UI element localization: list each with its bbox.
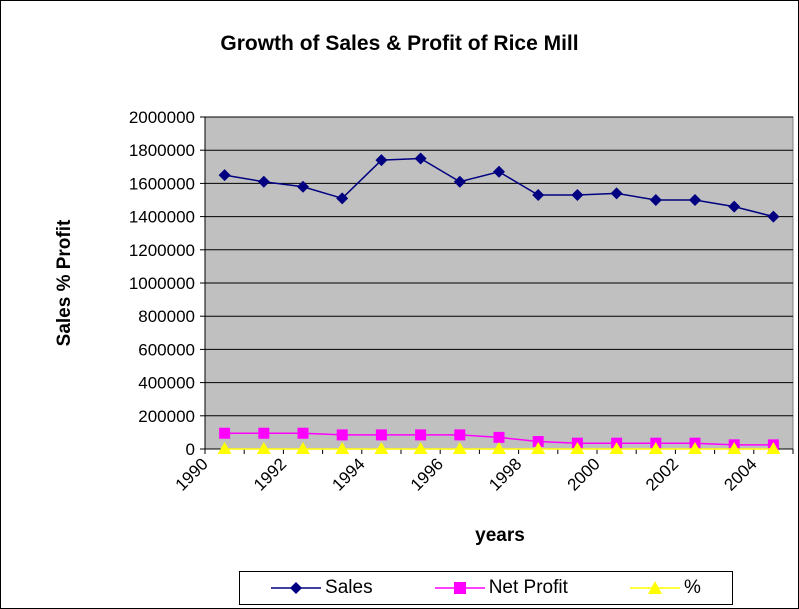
legend-label-percent: % xyxy=(684,577,701,598)
x-tick-label: 1998 xyxy=(485,454,525,494)
data-point xyxy=(766,441,781,454)
y-tick-label: 800000 xyxy=(138,307,195,326)
legend: Sales Net Profit % xyxy=(239,571,733,605)
data-point xyxy=(335,441,350,454)
legend-label-net-profit: Net Profit xyxy=(488,577,568,598)
data-point xyxy=(767,210,780,223)
data-point xyxy=(296,441,310,454)
legend-label-sales: Sales xyxy=(325,577,373,598)
x-tick-label: 1992 xyxy=(250,454,290,494)
series-2 xyxy=(217,441,781,454)
data-point xyxy=(413,441,428,454)
legend-item-percent: % xyxy=(630,577,701,599)
data-point xyxy=(648,441,663,454)
data-point xyxy=(257,175,270,188)
y-tick-label: 2000000 xyxy=(129,108,195,127)
data-point xyxy=(531,441,546,454)
y-axis-ticks: 0 200000 400000 600000 800000 1000000 1200000 1… xyxy=(129,108,205,459)
data-point xyxy=(727,441,742,454)
y-tick-label: 400000 xyxy=(138,374,195,393)
data-point xyxy=(570,441,585,454)
data-point xyxy=(217,441,232,454)
legend-swatch-percent xyxy=(630,581,680,594)
data-point xyxy=(336,429,348,441)
data-point xyxy=(532,189,545,202)
y-tick-label: 1000000 xyxy=(129,274,195,293)
x-axis-title: years xyxy=(475,525,525,546)
data-point xyxy=(415,429,427,441)
data-point xyxy=(728,200,741,213)
data-point xyxy=(453,175,466,188)
y-tick-label: 1600000 xyxy=(129,174,195,193)
series-group xyxy=(217,152,781,454)
data-point xyxy=(688,441,702,454)
data-point xyxy=(493,165,505,178)
chart-title: Growth of Sales & Profit of Rice Mill xyxy=(220,32,579,55)
data-point xyxy=(375,154,388,167)
data-point xyxy=(649,194,662,206)
data-point xyxy=(414,152,427,165)
x-tick-label: 2004 xyxy=(720,454,760,494)
data-point xyxy=(297,180,309,193)
data-point xyxy=(297,427,309,439)
series-0 xyxy=(218,152,780,223)
legend-item-net-profit: Net Profit xyxy=(434,577,568,599)
data-point xyxy=(610,187,623,200)
y-tick-label: 1800000 xyxy=(129,141,195,160)
legend-item-sales: Sales xyxy=(271,577,373,599)
legend-swatch-sales xyxy=(271,582,322,594)
y-tick-label: 1400000 xyxy=(129,208,195,227)
data-point xyxy=(452,441,467,454)
y-tick-label: 600000 xyxy=(138,340,195,359)
data-point xyxy=(219,427,231,439)
data-point xyxy=(492,441,506,454)
x-tick-label: 1996 xyxy=(407,454,447,494)
x-tick-label: 2000 xyxy=(564,454,604,494)
data-point xyxy=(256,441,271,454)
data-point xyxy=(374,441,389,454)
data-point xyxy=(609,441,624,454)
x-tick-label: 2002 xyxy=(642,454,682,494)
y-tick-label: 1200000 xyxy=(129,241,195,260)
data-point xyxy=(454,429,466,441)
x-tick-label: 1990 xyxy=(172,454,212,494)
x-axis-ticks: 1990 1992 1994 1996 1998 2000 2002 2004 xyxy=(172,449,794,495)
y-tick-label: 0 xyxy=(186,440,195,459)
data-point xyxy=(689,194,701,206)
data-point xyxy=(258,427,270,439)
data-point xyxy=(336,192,349,205)
data-point xyxy=(493,431,505,443)
data-point xyxy=(571,189,584,202)
data-point xyxy=(375,429,387,441)
data-point xyxy=(218,169,231,182)
data-point xyxy=(532,436,544,448)
y-tick-label: 200000 xyxy=(138,407,195,426)
legend-swatch-net-profit xyxy=(434,582,485,594)
x-tick-label: 1994 xyxy=(328,454,368,494)
y-axis-title: Sales % Profit xyxy=(54,219,75,346)
